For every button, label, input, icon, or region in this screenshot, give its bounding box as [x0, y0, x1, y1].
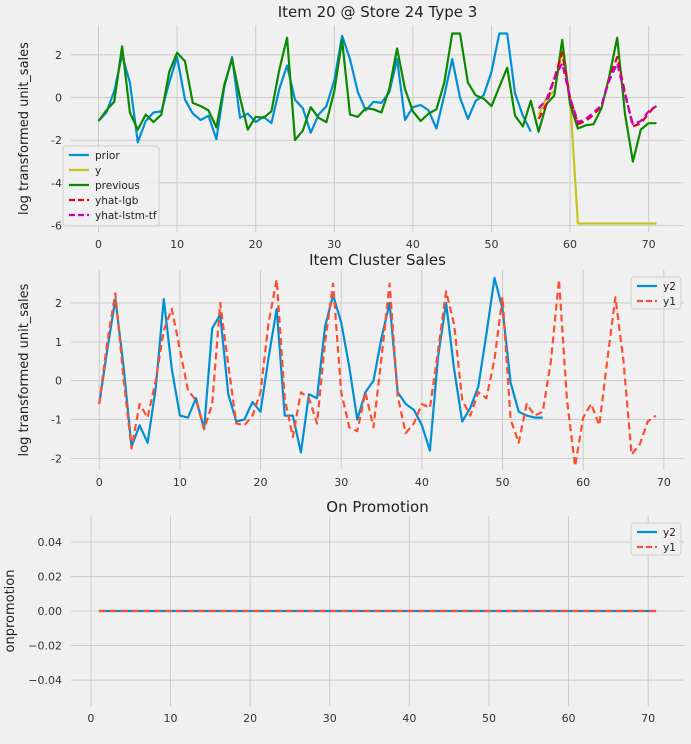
y-axis-label: log transformed unit_sales	[17, 42, 32, 215]
x-tick-label: 0	[87, 712, 94, 725]
x-tick-label: 20	[254, 476, 268, 489]
legend-label: y2	[663, 527, 676, 539]
y-tick-label: -4	[51, 177, 62, 190]
x-tick-label: 70	[657, 476, 671, 489]
x-tick-label: 10	[173, 476, 187, 489]
x-tick-label: 0	[96, 476, 103, 489]
x-tick-label: 40	[406, 238, 420, 251]
x-tick-label: 50	[496, 476, 510, 489]
legend-label: prior	[95, 150, 120, 162]
x-tick-label: 70	[641, 712, 655, 725]
y-tick-label: -6	[51, 220, 62, 233]
y-tick-label: 1	[55, 336, 62, 349]
y-tick-label: 0	[55, 92, 62, 105]
x-tick-label: 30	[334, 476, 348, 489]
x-tick-label: 40	[415, 476, 429, 489]
legend-label: y1	[663, 296, 676, 308]
x-tick-label: 10	[164, 712, 178, 725]
y-tick-label: -2	[51, 452, 62, 465]
series-line-y2	[98, 276, 543, 454]
y-tick-label: 0.02	[38, 570, 63, 583]
x-tick-label: 0	[95, 238, 102, 251]
y-tick-label: −0.02	[28, 640, 62, 653]
plot-area	[71, 25, 684, 232]
y-axis-label: log transformed unit_sales	[17, 283, 32, 456]
legend: prior y previous yhat-lgb yhat-lstm-tf	[62, 145, 160, 227]
series-line-previous	[97, 32, 657, 163]
x-tick-label: 30	[323, 712, 337, 725]
y-tick-label: -1	[51, 414, 62, 427]
legend-label: previous	[95, 180, 140, 192]
x-tick-label: 20	[249, 238, 263, 251]
series-line-yhat-lstm-tf	[537, 62, 658, 126]
x-tick-label: 40	[402, 712, 416, 725]
legend-label: y2	[663, 281, 676, 293]
x-tick-label: 30	[327, 238, 341, 251]
x-tick-label: 10	[170, 238, 184, 251]
x-tick-label: 20	[243, 712, 257, 725]
x-tick-label: 60	[576, 476, 590, 489]
series-line-y1	[98, 278, 657, 468]
x-tick-label: 50	[484, 238, 498, 251]
y-tick-label: 2	[55, 49, 62, 62]
legend-label: yhat-lgb	[95, 195, 139, 207]
y-tick-label: 0	[55, 375, 62, 388]
legend-label: yhat-lstm-tf	[95, 210, 157, 222]
y-tick-label: 2	[55, 297, 62, 310]
x-tick-label: 60	[562, 712, 576, 725]
x-tick-label: 70	[642, 238, 656, 251]
x-tick-label: 60	[563, 238, 577, 251]
y-tick-label: 0.00	[38, 605, 63, 618]
chart-title: Item Cluster Sales	[309, 251, 446, 269]
chart-title: On Promotion	[326, 498, 428, 516]
subplot-1: 0 10 20 30 40 50 60 70 -6 -4 -2 0 2 Item 20 @ Store 2…	[17, 3, 684, 251]
x-tick-label: 50	[482, 712, 496, 725]
y-tick-label: -2	[51, 134, 62, 147]
series-line-prior	[97, 32, 532, 144]
y-tick-label: 0.04	[38, 536, 63, 549]
legend-label: y	[95, 165, 101, 177]
legend-label: y1	[663, 542, 676, 554]
subplot-3: 0 10 20 30 40 50 60 70 −0.04 −0.02 0.00 0.02 0.04 On …	[3, 498, 684, 725]
subplot-2: 0 10 20 30 40 50 60 70 -2 -1 0 1 2 Item Cluster Sales…	[17, 251, 684, 489]
y-axis-label: onpromotion	[3, 570, 18, 653]
chart-title: Item 20 @ Store 24 Type 3	[278, 3, 478, 21]
legend-box	[62, 145, 160, 227]
y-tick-label: −0.04	[28, 674, 62, 687]
series-line-yhat-lgb	[537, 51, 658, 128]
